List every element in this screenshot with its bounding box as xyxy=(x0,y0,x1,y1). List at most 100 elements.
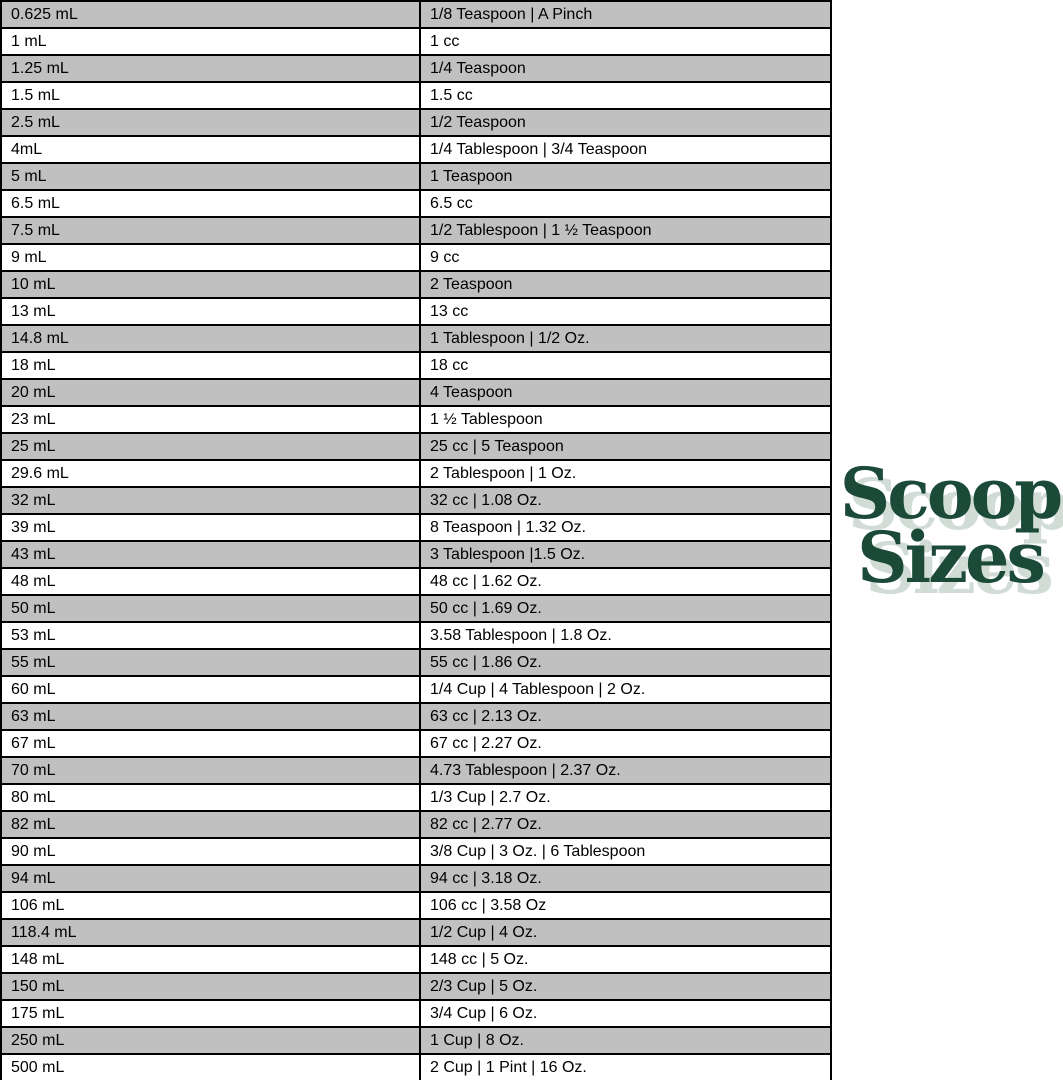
equivalent-cell: 1/8 Teaspoon | A Pinch xyxy=(419,0,832,29)
ml-cell: 2.5 mL xyxy=(0,108,421,137)
equivalent-cell: 67 cc | 2.27 Oz. xyxy=(419,729,832,758)
equivalent-cell: 13 cc xyxy=(419,297,832,326)
equivalent-cell: 106 cc | 3.58 Oz xyxy=(419,891,832,920)
ml-cell: 25 mL xyxy=(0,432,421,461)
table-row: 9 mL 9 cc xyxy=(0,243,832,272)
equivalent-cell: 1/2 Teaspoon xyxy=(419,108,832,137)
equivalent-cell: 1 cc xyxy=(419,27,832,56)
table-row: 148 mL 148 cc | 5 Oz. xyxy=(0,945,832,974)
equivalent-cell: 1/2 Cup | 4 Oz. xyxy=(419,918,832,947)
ml-cell: 70 mL xyxy=(0,756,421,785)
table-row: 13 mL 13 cc xyxy=(0,297,832,326)
table-row: 53 mL 3.58 Tablespoon | 1.8 Oz. xyxy=(0,621,832,650)
table-row: 118.4 mL 1/2 Cup | 4 Oz. xyxy=(0,918,832,947)
table-row: 250 mL 1 Cup | 8 Oz. xyxy=(0,1026,832,1055)
equivalent-cell: 4 Teaspoon xyxy=(419,378,832,407)
table-row: 48 mL 48 cc | 1.62 Oz. xyxy=(0,567,832,596)
ml-cell: 32 mL xyxy=(0,486,421,515)
ml-cell: 13 mL xyxy=(0,297,421,326)
ml-cell: 63 mL xyxy=(0,702,421,731)
equivalent-cell: 2 Cup | 1 Pint | 16 Oz. xyxy=(419,1053,832,1080)
ml-cell: 250 mL xyxy=(0,1026,421,1055)
ml-cell: 82 mL xyxy=(0,810,421,839)
ml-cell: 7.5 mL xyxy=(0,216,421,245)
conversion-table: 0.625 mL 1/8 Teaspoon | A Pinch 1 mL 1 cc 1.… xyxy=(0,0,832,1080)
equivalent-cell: 18 cc xyxy=(419,351,832,380)
equivalent-cell: 1.5 cc xyxy=(419,81,832,110)
table-row: 82 mL 82 cc | 2.77 Oz. xyxy=(0,810,832,839)
ml-cell: 0.625 mL xyxy=(0,0,421,29)
ml-cell: 1.25 mL xyxy=(0,54,421,83)
table-row: 20 mL 4 Teaspoon xyxy=(0,378,832,407)
ml-cell: 106 mL xyxy=(0,891,421,920)
ml-cell: 55 mL xyxy=(0,648,421,677)
ml-cell: 29.6 mL xyxy=(0,459,421,488)
table-row: 1 mL 1 cc xyxy=(0,27,832,56)
equivalent-cell: 6.5 cc xyxy=(419,189,832,218)
table-row: 7.5 mL 1/2 Tablespoon | 1 ½ Teaspoon xyxy=(0,216,832,245)
table-row: 14.8 mL 1 Tablespoon | 1/2 Oz. xyxy=(0,324,832,353)
table-row: 55 mL 55 cc | 1.86 Oz. xyxy=(0,648,832,677)
ml-cell: 48 mL xyxy=(0,567,421,596)
table-row: 50 mL 50 cc | 1.69 Oz. xyxy=(0,594,832,623)
equivalent-cell: 1 Tablespoon | 1/2 Oz. xyxy=(419,324,832,353)
ml-cell: 53 mL xyxy=(0,621,421,650)
scoop-sizes-logo: Scoop Sizes xyxy=(838,459,1063,599)
ml-cell: 50 mL xyxy=(0,594,421,623)
equivalent-cell: 3.58 Tablespoon | 1.8 Oz. xyxy=(419,621,832,650)
equivalent-cell: 2 Tablespoon | 1 Oz. xyxy=(419,459,832,488)
table-row: 43 mL 3 Tablespoon |1.5 Oz. xyxy=(0,540,832,569)
ml-cell: 18 mL xyxy=(0,351,421,380)
equivalent-cell: 94 cc | 3.18 Oz. xyxy=(419,864,832,893)
table-row: 63 mL 63 cc | 2.13 Oz. xyxy=(0,702,832,731)
ml-cell: 94 mL xyxy=(0,864,421,893)
ml-cell: 20 mL xyxy=(0,378,421,407)
table-row: 90 mL 3/8 Cup | 3 Oz. | 6 Tablespoon xyxy=(0,837,832,866)
conversion-table-body: 0.625 mL 1/8 Teaspoon | A Pinch 1 mL 1 cc 1.… xyxy=(0,0,832,1080)
table-row: 175 mL 3/4 Cup | 6 Oz. xyxy=(0,999,832,1028)
ml-cell: 43 mL xyxy=(0,540,421,569)
equivalent-cell: 2/3 Cup | 5 Oz. xyxy=(419,972,832,1001)
equivalent-cell: 1/4 Teaspoon xyxy=(419,54,832,83)
table-row: 150 mL 2/3 Cup | 5 Oz. xyxy=(0,972,832,1001)
equivalent-cell: 1/4 Tablespoon | 3/4 Teaspoon xyxy=(419,135,832,164)
equivalent-cell: 48 cc | 1.62 Oz. xyxy=(419,567,832,596)
table-row: 70 mL 4.73 Tablespoon | 2.37 Oz. xyxy=(0,756,832,785)
table-row: 67 mL 67 cc | 2.27 Oz. xyxy=(0,729,832,758)
ml-cell: 23 mL xyxy=(0,405,421,434)
table-row: 5 mL 1 Teaspoon xyxy=(0,162,832,191)
ml-cell: 1 mL xyxy=(0,27,421,56)
equivalent-cell: 8 Teaspoon | 1.32 Oz. xyxy=(419,513,832,542)
table-row: 6.5 mL 6.5 cc xyxy=(0,189,832,218)
table-row: 32 mL 32 cc | 1.08 Oz. xyxy=(0,486,832,515)
table-row: 80 mL 1/3 Cup | 2.7 Oz. xyxy=(0,783,832,812)
logo-line-2: Sizes xyxy=(857,516,1046,599)
table-row: 10 mL 2 Teaspoon xyxy=(0,270,832,299)
equivalent-cell: 1 Teaspoon xyxy=(419,162,832,191)
ml-cell: 14.8 mL xyxy=(0,324,421,353)
ml-cell: 9 mL xyxy=(0,243,421,272)
ml-cell: 175 mL xyxy=(0,999,421,1028)
ml-cell: 90 mL xyxy=(0,837,421,866)
ml-cell: 80 mL xyxy=(0,783,421,812)
table-row: 2.5 mL 1/2 Teaspoon xyxy=(0,108,832,137)
ml-cell: 150 mL xyxy=(0,972,421,1001)
equivalent-cell: 25 cc | 5 Teaspoon xyxy=(419,432,832,461)
equivalent-cell: 1 Cup | 8 Oz. xyxy=(419,1026,832,1055)
table-row: 4mL 1/4 Tablespoon | 3/4 Teaspoon xyxy=(0,135,832,164)
equivalent-cell: 9 cc xyxy=(419,243,832,272)
ml-cell: 10 mL xyxy=(0,270,421,299)
table-row: 1.25 mL 1/4 Teaspoon xyxy=(0,54,832,83)
table-row: 29.6 mL 2 Tablespoon | 1 Oz. xyxy=(0,459,832,488)
ml-cell: 500 mL xyxy=(0,1053,421,1080)
table-row: 39 mL 8 Teaspoon | 1.32 Oz. xyxy=(0,513,832,542)
equivalent-cell: 148 cc | 5 Oz. xyxy=(419,945,832,974)
table-row: 0.625 mL 1/8 Teaspoon | A Pinch xyxy=(0,0,832,29)
table-row: 18 mL 18 cc xyxy=(0,351,832,380)
equivalent-cell: 3/8 Cup | 3 Oz. | 6 Tablespoon xyxy=(419,837,832,866)
ml-cell: 39 mL xyxy=(0,513,421,542)
equivalent-cell: 55 cc | 1.86 Oz. xyxy=(419,648,832,677)
equivalent-cell: 1/3 Cup | 2.7 Oz. xyxy=(419,783,832,812)
table-row: 25 mL 25 cc | 5 Teaspoon xyxy=(0,432,832,461)
equivalent-cell: 3/4 Cup | 6 Oz. xyxy=(419,999,832,1028)
